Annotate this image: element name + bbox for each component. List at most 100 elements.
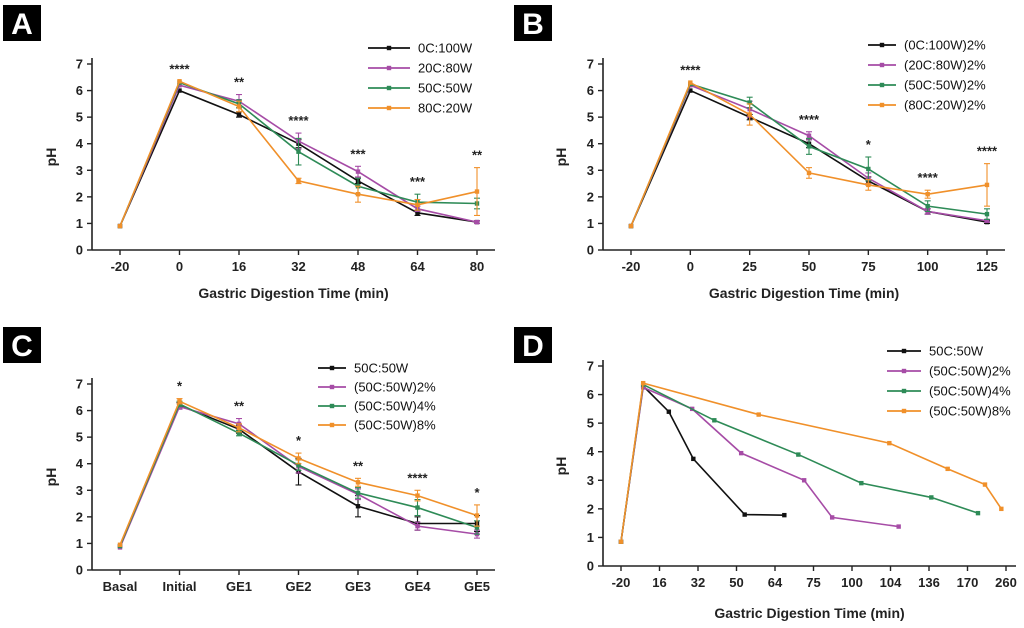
y-tick-label: 4 [76, 456, 84, 471]
data-point [236, 425, 242, 431]
data-point [355, 490, 361, 496]
data-point [355, 504, 361, 509]
x-tick-label: 50 [729, 575, 743, 590]
legend: 0C:100W 20C:80W 50C:50W 80C:20W [368, 41, 473, 116]
significance-mark: ** [353, 458, 364, 473]
y-axis-title: pH [43, 148, 59, 167]
data-point [618, 539, 624, 544]
data-point [747, 112, 752, 117]
series-2 [618, 385, 901, 544]
significance-mark: * [474, 485, 480, 500]
data-point [925, 203, 930, 209]
legend-label: 0C:100W [418, 41, 473, 56]
y-tick-label: 6 [76, 403, 83, 418]
panel-b: B 0 1 2 3 4 5 6 7 -20 0 25 50 75 100 125 Gastric Digest… [514, 5, 1005, 301]
data-point [628, 223, 634, 229]
y-tick-label: 7 [76, 57, 83, 72]
data-point [712, 418, 717, 423]
data-point [829, 515, 835, 520]
legend-label: (50C:50W)8% [354, 418, 436, 433]
y-tick-label: 2 [587, 501, 594, 516]
legend-swatch-marker [901, 408, 907, 414]
panel-b-badge [514, 5, 552, 41]
legend: 50C:50W (50C:50W)2% (50C:50W)4% (50C:50W)8% [887, 344, 1011, 419]
data-point [415, 210, 420, 215]
x-tick-label: -20 [622, 259, 641, 274]
legend-swatch-marker [386, 65, 392, 71]
legend-swatch-marker [901, 368, 907, 374]
data-point [236, 430, 242, 436]
significance-mark: **** [407, 470, 428, 485]
data-point [982, 482, 988, 487]
y-axis-title: pH [553, 457, 569, 476]
data-point [296, 178, 301, 184]
data-point [236, 112, 242, 117]
legend-swatch-marker [879, 62, 885, 68]
data-point [355, 169, 361, 174]
x-tick-label: 64 [768, 575, 783, 590]
data-point [236, 104, 242, 109]
x-tick-label: 75 [861, 259, 875, 274]
x-tick-label: -20 [111, 259, 130, 274]
y-tick-label: 4 [587, 444, 595, 459]
y-tick-label: 1 [587, 216, 594, 231]
legend-swatch-marker [901, 388, 907, 394]
significance-mark: * [296, 433, 302, 448]
y-tick-label: 5 [76, 430, 83, 445]
panel-b-badge-letter: B [522, 8, 544, 41]
significance-mark: * [177, 379, 183, 394]
data-point [887, 440, 892, 446]
data-point [738, 450, 744, 456]
y-tick-label: 7 [587, 57, 594, 72]
legend-label: 50C:50W [354, 361, 409, 376]
data-point [415, 493, 420, 498]
data-point [296, 456, 301, 461]
y-tick-label: 2 [76, 509, 83, 524]
data-point [747, 100, 752, 105]
data-point [782, 512, 787, 518]
series-3 [618, 382, 981, 544]
data-point [999, 506, 1004, 512]
legend-swatch-marker [879, 102, 885, 108]
x-tick-label: 48 [351, 259, 365, 274]
legend-label: (50C:50W)2% [354, 380, 436, 395]
data-point [866, 166, 871, 172]
x-tick-label: 125 [976, 259, 998, 274]
x-axis-title: Gastric Digestion Time (min) [198, 285, 388, 301]
legend: (0C:100W)2% (20C:80W)2% (50C:50W)2% (80C:20… [868, 38, 986, 113]
legend-label: 50C:50W [929, 344, 984, 359]
significance-mark: **** [977, 144, 998, 159]
data-point [796, 452, 801, 457]
data-point [929, 495, 934, 500]
y-tick-label: 6 [76, 83, 83, 98]
panel-a: A 0 1 2 3 4 5 6 7 -20 0 16 32 48 64 80 Gastric Digestio… [3, 5, 495, 301]
significance-mark: **** [680, 63, 701, 78]
y-tick-label: 0 [76, 563, 83, 578]
panel-c-badge-letter: C [11, 330, 33, 363]
data-point [355, 192, 361, 197]
y-axis-title: pH [553, 148, 569, 167]
y-tick-label: 2 [76, 189, 83, 204]
data-point [117, 223, 123, 229]
x-tick-label: 104 [880, 575, 902, 590]
y-tick-label: 4 [587, 136, 595, 151]
legend-swatch-marker [386, 105, 392, 111]
data-point [474, 525, 480, 530]
data-point [415, 523, 420, 529]
y-tick-label: 6 [587, 387, 594, 402]
x-tick-label: 75 [806, 575, 820, 590]
data-point [984, 211, 990, 217]
legend-swatch-marker [329, 365, 335, 371]
x-tick-label: 100 [917, 259, 939, 274]
x-tick-label: 32 [291, 259, 305, 274]
data-point [415, 505, 420, 510]
data-point [474, 189, 480, 194]
series-4 [618, 380, 1004, 544]
data-point [355, 480, 361, 485]
series-line [620, 386, 899, 542]
legend: 50C:50W (50C:50W)2% (50C:50W)4% (50C:50W)8% [318, 361, 436, 433]
x-tick-label: 136 [918, 575, 940, 590]
data-point [806, 133, 812, 138]
series-1 [618, 383, 787, 544]
